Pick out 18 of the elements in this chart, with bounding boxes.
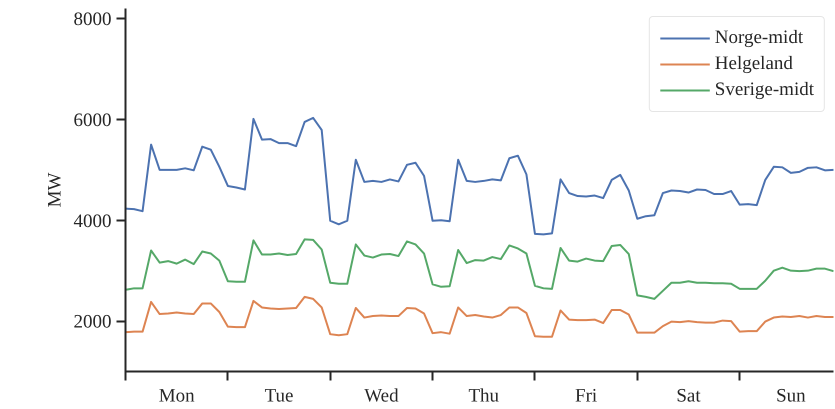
y-tick-label: 2000 xyxy=(74,312,112,333)
legend-label: Norge-midt xyxy=(714,27,804,49)
line-series xyxy=(126,238,834,300)
y-tick-label: 4000 xyxy=(74,210,112,232)
x-tick-label: Mon xyxy=(158,386,196,406)
line-series xyxy=(126,296,834,338)
y-axis-title: MW xyxy=(44,172,66,208)
y-tick-label: 6000 xyxy=(74,110,112,131)
x-tick-label: Wed xyxy=(364,386,400,406)
legend-label: Sverige-midt xyxy=(714,79,814,101)
line-series xyxy=(126,116,834,236)
x-tick-label: Tue xyxy=(264,386,294,406)
x-tick-label: Sun xyxy=(776,386,806,406)
x-tick-label: Thu xyxy=(468,386,500,406)
legend-label: Helgeland xyxy=(714,53,793,75)
y-tick-label: 8000 xyxy=(74,9,112,30)
x-tick-label: Fri xyxy=(575,386,598,406)
x-tick-label: Sat xyxy=(676,386,702,406)
